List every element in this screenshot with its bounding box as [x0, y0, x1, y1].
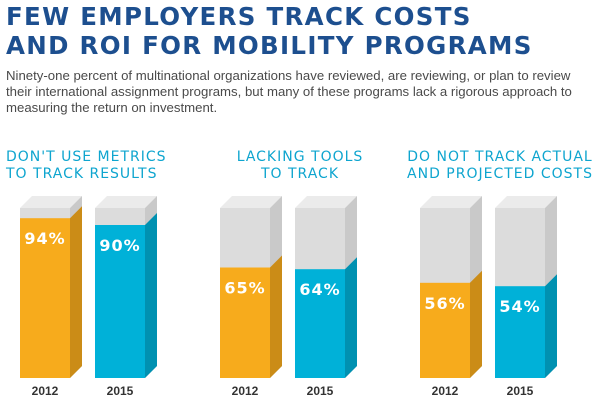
chart-title-metrics: DON'T USE METRICS TO TRACK RESULTS	[6, 149, 167, 182]
category-label-tools-2012: 2012	[232, 384, 259, 398]
category-label-tools-2015: 2015	[307, 384, 334, 398]
bar-side-fill-costs-2015	[545, 274, 557, 378]
subtitle: Ninety-one percent of multinational orga…	[6, 68, 572, 115]
bar-top-face-metrics-2012	[20, 196, 82, 208]
bar-tools-2015	[295, 269, 345, 378]
value-label-costs-2012: 56%	[424, 294, 465, 313]
bar-top-face-tools-2015	[295, 196, 357, 208]
bar-top-face-costs-2012	[420, 196, 482, 208]
category-label-costs-2015: 2015	[507, 384, 534, 398]
value-label-metrics-2015: 90%	[99, 236, 140, 255]
bar-costs-2015	[495, 286, 545, 378]
bar-metrics-2012	[20, 218, 70, 378]
category-label-costs-2012: 2012	[432, 384, 459, 398]
value-label-metrics-2012: 94%	[24, 229, 65, 248]
title-line-2: AND ROI FOR MOBILITY PROGRAMS	[6, 31, 533, 60]
category-label-metrics-2012: 2012	[32, 384, 59, 398]
category-label-metrics-2015: 2015	[107, 384, 134, 398]
chart-title-tools: LACKING TOOLS TO TRACK	[236, 149, 364, 182]
bar-top-face-metrics-2015	[95, 196, 157, 208]
value-label-tools-2015: 64%	[299, 280, 340, 299]
bar-side-fill-tools-2015	[345, 257, 357, 378]
title-line-1: FEW EMPLOYERS TRACK COSTS	[6, 2, 472, 31]
bar-top-face-costs-2015	[495, 196, 557, 208]
bar-tools-2012	[220, 267, 270, 378]
bar-side-fill-costs-2012	[470, 270, 482, 378]
bar-metrics-2015	[95, 225, 145, 378]
value-label-costs-2015: 54%	[499, 297, 540, 316]
bar-costs-2012	[420, 282, 470, 378]
bar-side-fill-metrics-2012	[70, 206, 82, 378]
value-label-tools-2012: 65%	[224, 279, 265, 298]
page-title: FEW EMPLOYERS TRACK COSTS AND ROI FOR MO…	[6, 2, 533, 60]
chart-title-costs: DO NOT TRACK ACTUAL AND PROJECTED COSTS	[407, 149, 593, 182]
bar-top-face-tools-2012	[220, 196, 282, 208]
bar-side-fill-metrics-2015	[145, 213, 157, 378]
bar-side-fill-tools-2012	[270, 255, 282, 378]
